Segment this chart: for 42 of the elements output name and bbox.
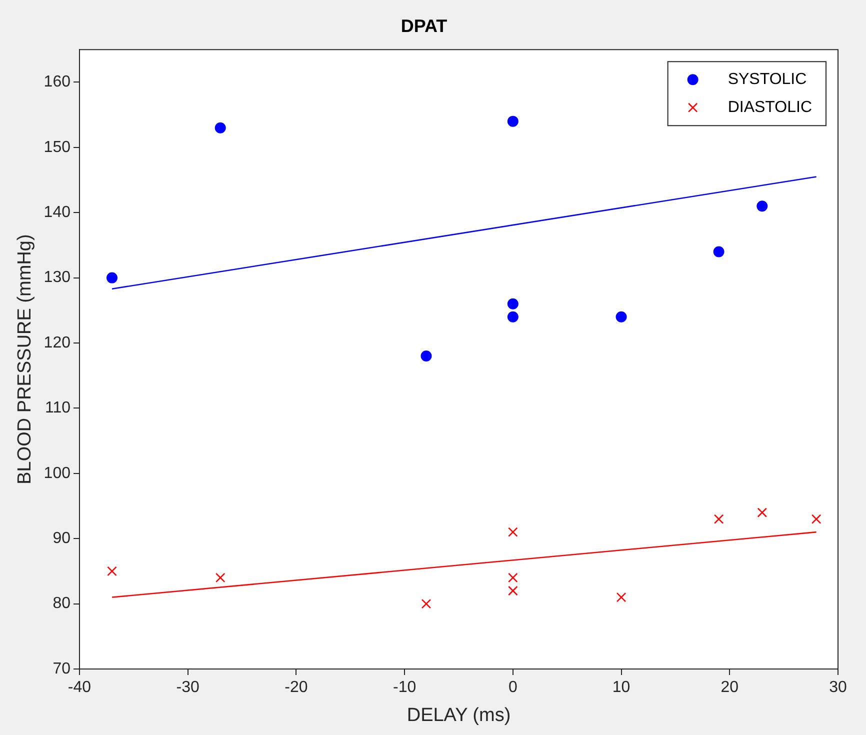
point: [507, 311, 518, 322]
point: [508, 586, 518, 596]
point: [420, 350, 432, 362]
point: [508, 572, 518, 583]
x-tick-label: -30: [176, 679, 200, 696]
x-tick-label: -40: [68, 679, 92, 696]
point: [106, 272, 118, 284]
x-tick-label: -10: [393, 679, 416, 696]
y-tick-label: 140: [44, 204, 71, 222]
y-tick-label: 110: [44, 400, 71, 417]
y-tick-label: 80: [52, 595, 71, 612]
y-tick-label: 70: [52, 660, 71, 678]
point: [421, 598, 432, 609]
point: [107, 566, 117, 576]
x-tick-label: -20: [284, 679, 308, 696]
point: [616, 311, 627, 322]
point: [215, 572, 226, 583]
y-tick-label: 100: [44, 464, 71, 482]
x-tick-label: 0: [508, 679, 518, 696]
y-tick-label: 120: [44, 334, 71, 352]
point: [507, 116, 518, 127]
point: [811, 514, 822, 524]
x-tick-label: 20: [720, 679, 739, 696]
y-axis-title: BLOOD PRESSURE (mmHg): [14, 234, 36, 484]
point: [616, 592, 626, 602]
point: [713, 246, 724, 258]
point: [214, 122, 226, 134]
chart-title: DPAT: [400, 16, 448, 36]
legend-label: DIASTOLIC: [728, 99, 812, 116]
y-tick-label: 130: [44, 269, 71, 286]
legend-label: SYSTOLIC: [728, 71, 807, 88]
point: [507, 298, 518, 310]
x-tick-label: 30: [829, 679, 847, 696]
point: [714, 514, 724, 524]
y-tick-label: 160: [44, 74, 71, 91]
x-axis-title: DELAY (ms): [406, 704, 511, 726]
point: [757, 508, 768, 518]
point: [508, 527, 518, 537]
y-tick-label: 150: [44, 138, 71, 156]
y-tick-label: 90: [52, 530, 71, 548]
x-tick-label: 10: [612, 679, 630, 696]
point: [756, 200, 768, 212]
